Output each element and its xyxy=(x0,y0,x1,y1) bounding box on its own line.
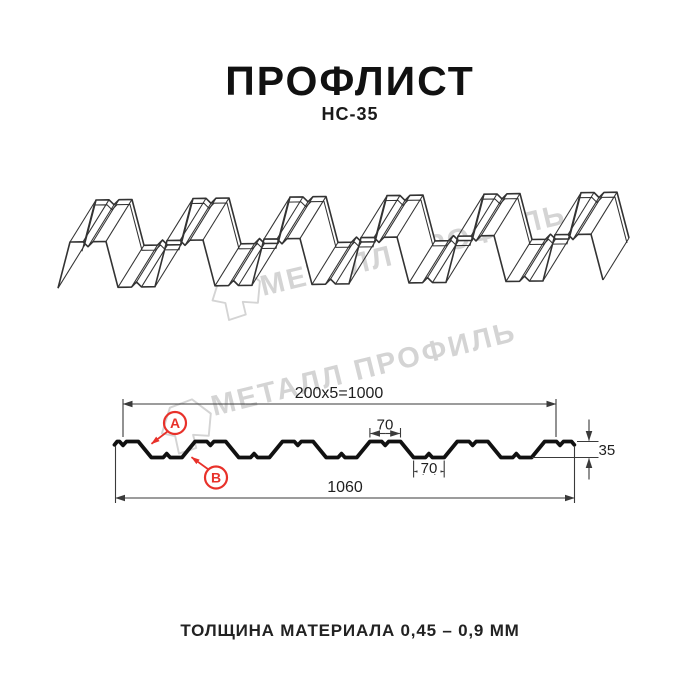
profile-cross-section xyxy=(112,439,577,460)
dimension-height: 35 xyxy=(532,419,616,480)
crest-width-label: 70 xyxy=(377,417,394,434)
valley-width-label: 70 xyxy=(421,460,438,477)
callout-a: A xyxy=(150,410,188,445)
callout-b: B xyxy=(190,456,229,490)
brand-logo-icon xyxy=(160,398,212,455)
total-width-label: 1060 xyxy=(327,479,363,496)
callout-b-letter: B xyxy=(211,470,221,486)
profile-3d-drawing xyxy=(57,191,630,289)
profile-model-label: НС-35 xyxy=(321,104,379,124)
height-label: 35 xyxy=(599,442,616,459)
dimension-coverage-width: 200x5=1000 xyxy=(122,385,557,437)
dimension-total-width: 1060 xyxy=(114,446,576,503)
dimension-valley-width: 70 xyxy=(413,460,445,478)
material-thickness-note: ТОЛЩИНА МАТЕРИАЛА 0,45 – 0,9 ММ xyxy=(180,621,520,640)
coverage-width-label: 200x5=1000 xyxy=(295,385,384,402)
brand-watermark-text: МЕТАЛЛ ПРОФИЛЬ xyxy=(208,316,520,423)
page-title: ПРОФЛИСТ xyxy=(225,58,475,104)
dimension-crest-width: 70 xyxy=(369,417,402,438)
callout-a-letter: A xyxy=(170,415,180,431)
